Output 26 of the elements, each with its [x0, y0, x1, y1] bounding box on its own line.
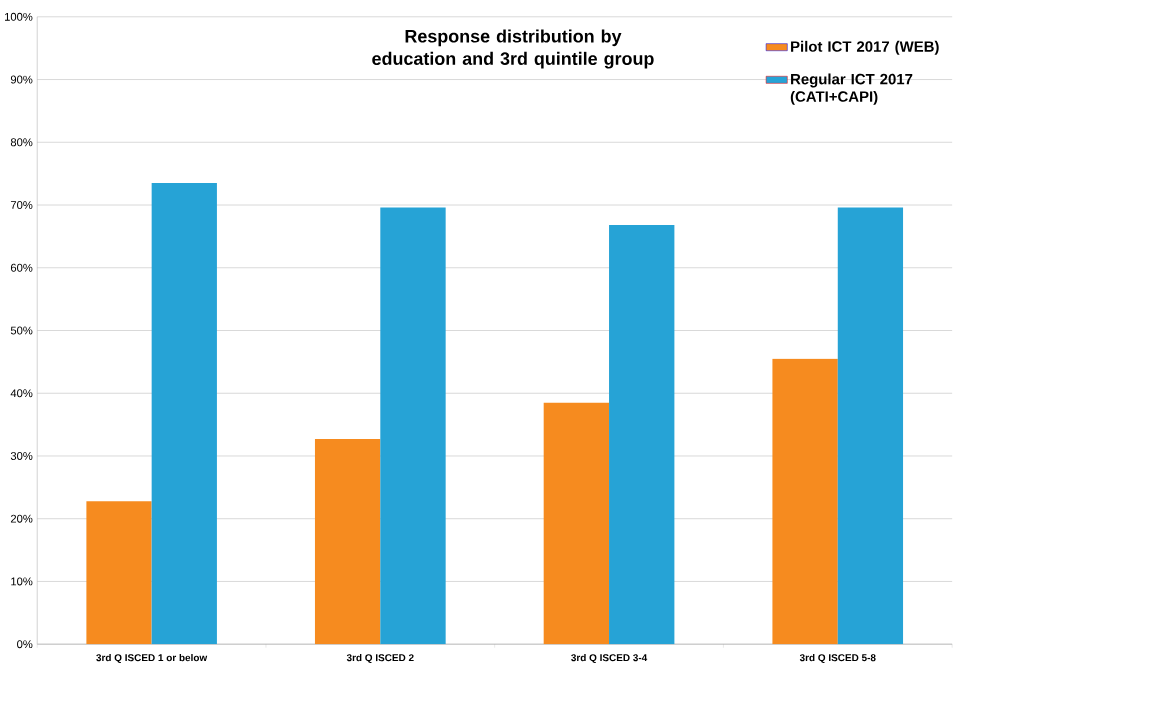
bar: [380, 207, 446, 645]
y-tick-label: 50%: [10, 326, 33, 335]
text: Response distribution by education and 3rd quintile group: [372, 29, 654, 69]
bar: [609, 225, 675, 645]
y-tick-label: 0%: [17, 640, 33, 649]
bar: [837, 207, 904, 645]
x-tick-label: 3rd Q ISCED 3-4: [571, 654, 648, 664]
bar: [86, 501, 152, 645]
x-tick-label: 3rd Q ISCED 2: [346, 654, 414, 664]
y-tick-label: 10%: [11, 577, 33, 586]
bar: [151, 183, 217, 645]
y-tick-label: 60%: [10, 263, 33, 272]
y-tick-label: 90%: [10, 75, 33, 84]
x-tick-label: 3rd Q ISCED 5-8: [799, 654, 876, 664]
y-tick-label: 100%: [5, 12, 33, 21]
y-tick-label: 30%: [10, 452, 33, 461]
x-tick-label: 3rd Q ISCED 1 or below: [96, 654, 208, 664]
legend-label: Pilot ICT 2017 (WEB): [791, 41, 939, 55]
y-tick-label: 20%: [10, 514, 33, 523]
bar: [772, 358, 838, 645]
legend-label: Regular ICT 2017 (CATI+CAPI): [790, 73, 913, 105]
bar: [314, 439, 381, 645]
y-tick-label: 80%: [10, 138, 33, 147]
y-tick-label: 70%: [10, 201, 33, 210]
bar: [543, 402, 610, 645]
y-tick-label: 40%: [10, 389, 33, 398]
